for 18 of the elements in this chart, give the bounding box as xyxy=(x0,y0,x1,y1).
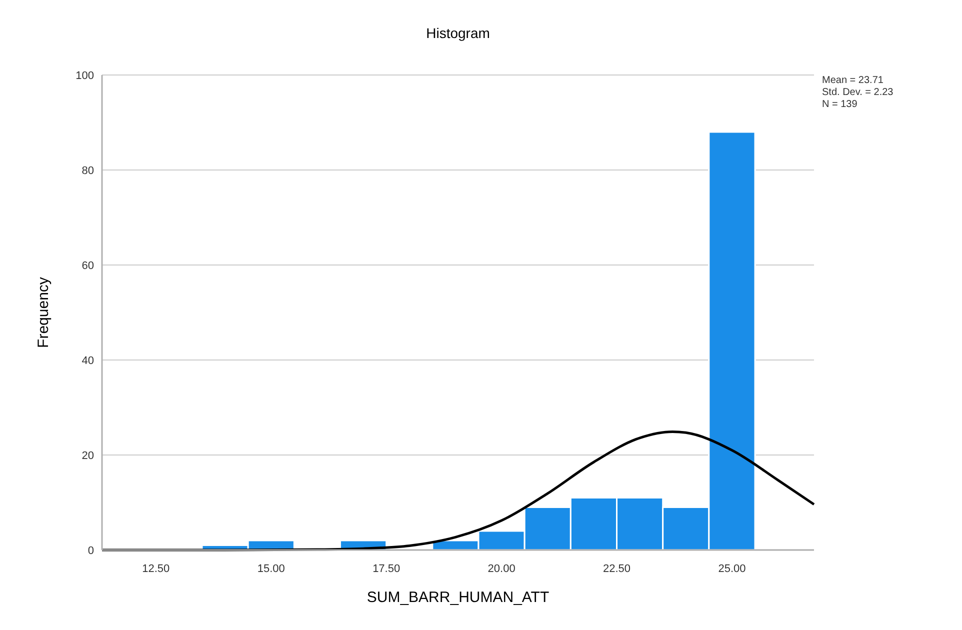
y-tick-label: 20 xyxy=(82,450,94,462)
y-tick-label: 80 xyxy=(82,164,94,177)
y-tick-label: 0 xyxy=(88,544,94,557)
y-tick-label: 60 xyxy=(82,260,94,272)
text: N = 139 xyxy=(822,99,858,110)
text: Std. Dev. = 2.23 xyxy=(822,87,894,98)
y-tick-label: 100 xyxy=(76,70,94,82)
chart-title: Histogram xyxy=(426,25,490,41)
text: Mean = 23.71 xyxy=(822,75,884,86)
x-tick-label: 12.50 xyxy=(142,563,170,575)
x-tick-label: 15.00 xyxy=(257,563,285,575)
y-axis-title: Frequency xyxy=(35,276,52,348)
x-tick-label: 20.00 xyxy=(488,563,516,575)
x-tick-label: 25.00 xyxy=(718,563,746,575)
y-tick-label: 40 xyxy=(82,354,94,367)
x-tick-label: 17.50 xyxy=(372,563,400,575)
x-axis-title: SUM_BARR_HUMAN_ATT xyxy=(366,589,550,606)
x-tick-label: 22.50 xyxy=(602,563,631,575)
